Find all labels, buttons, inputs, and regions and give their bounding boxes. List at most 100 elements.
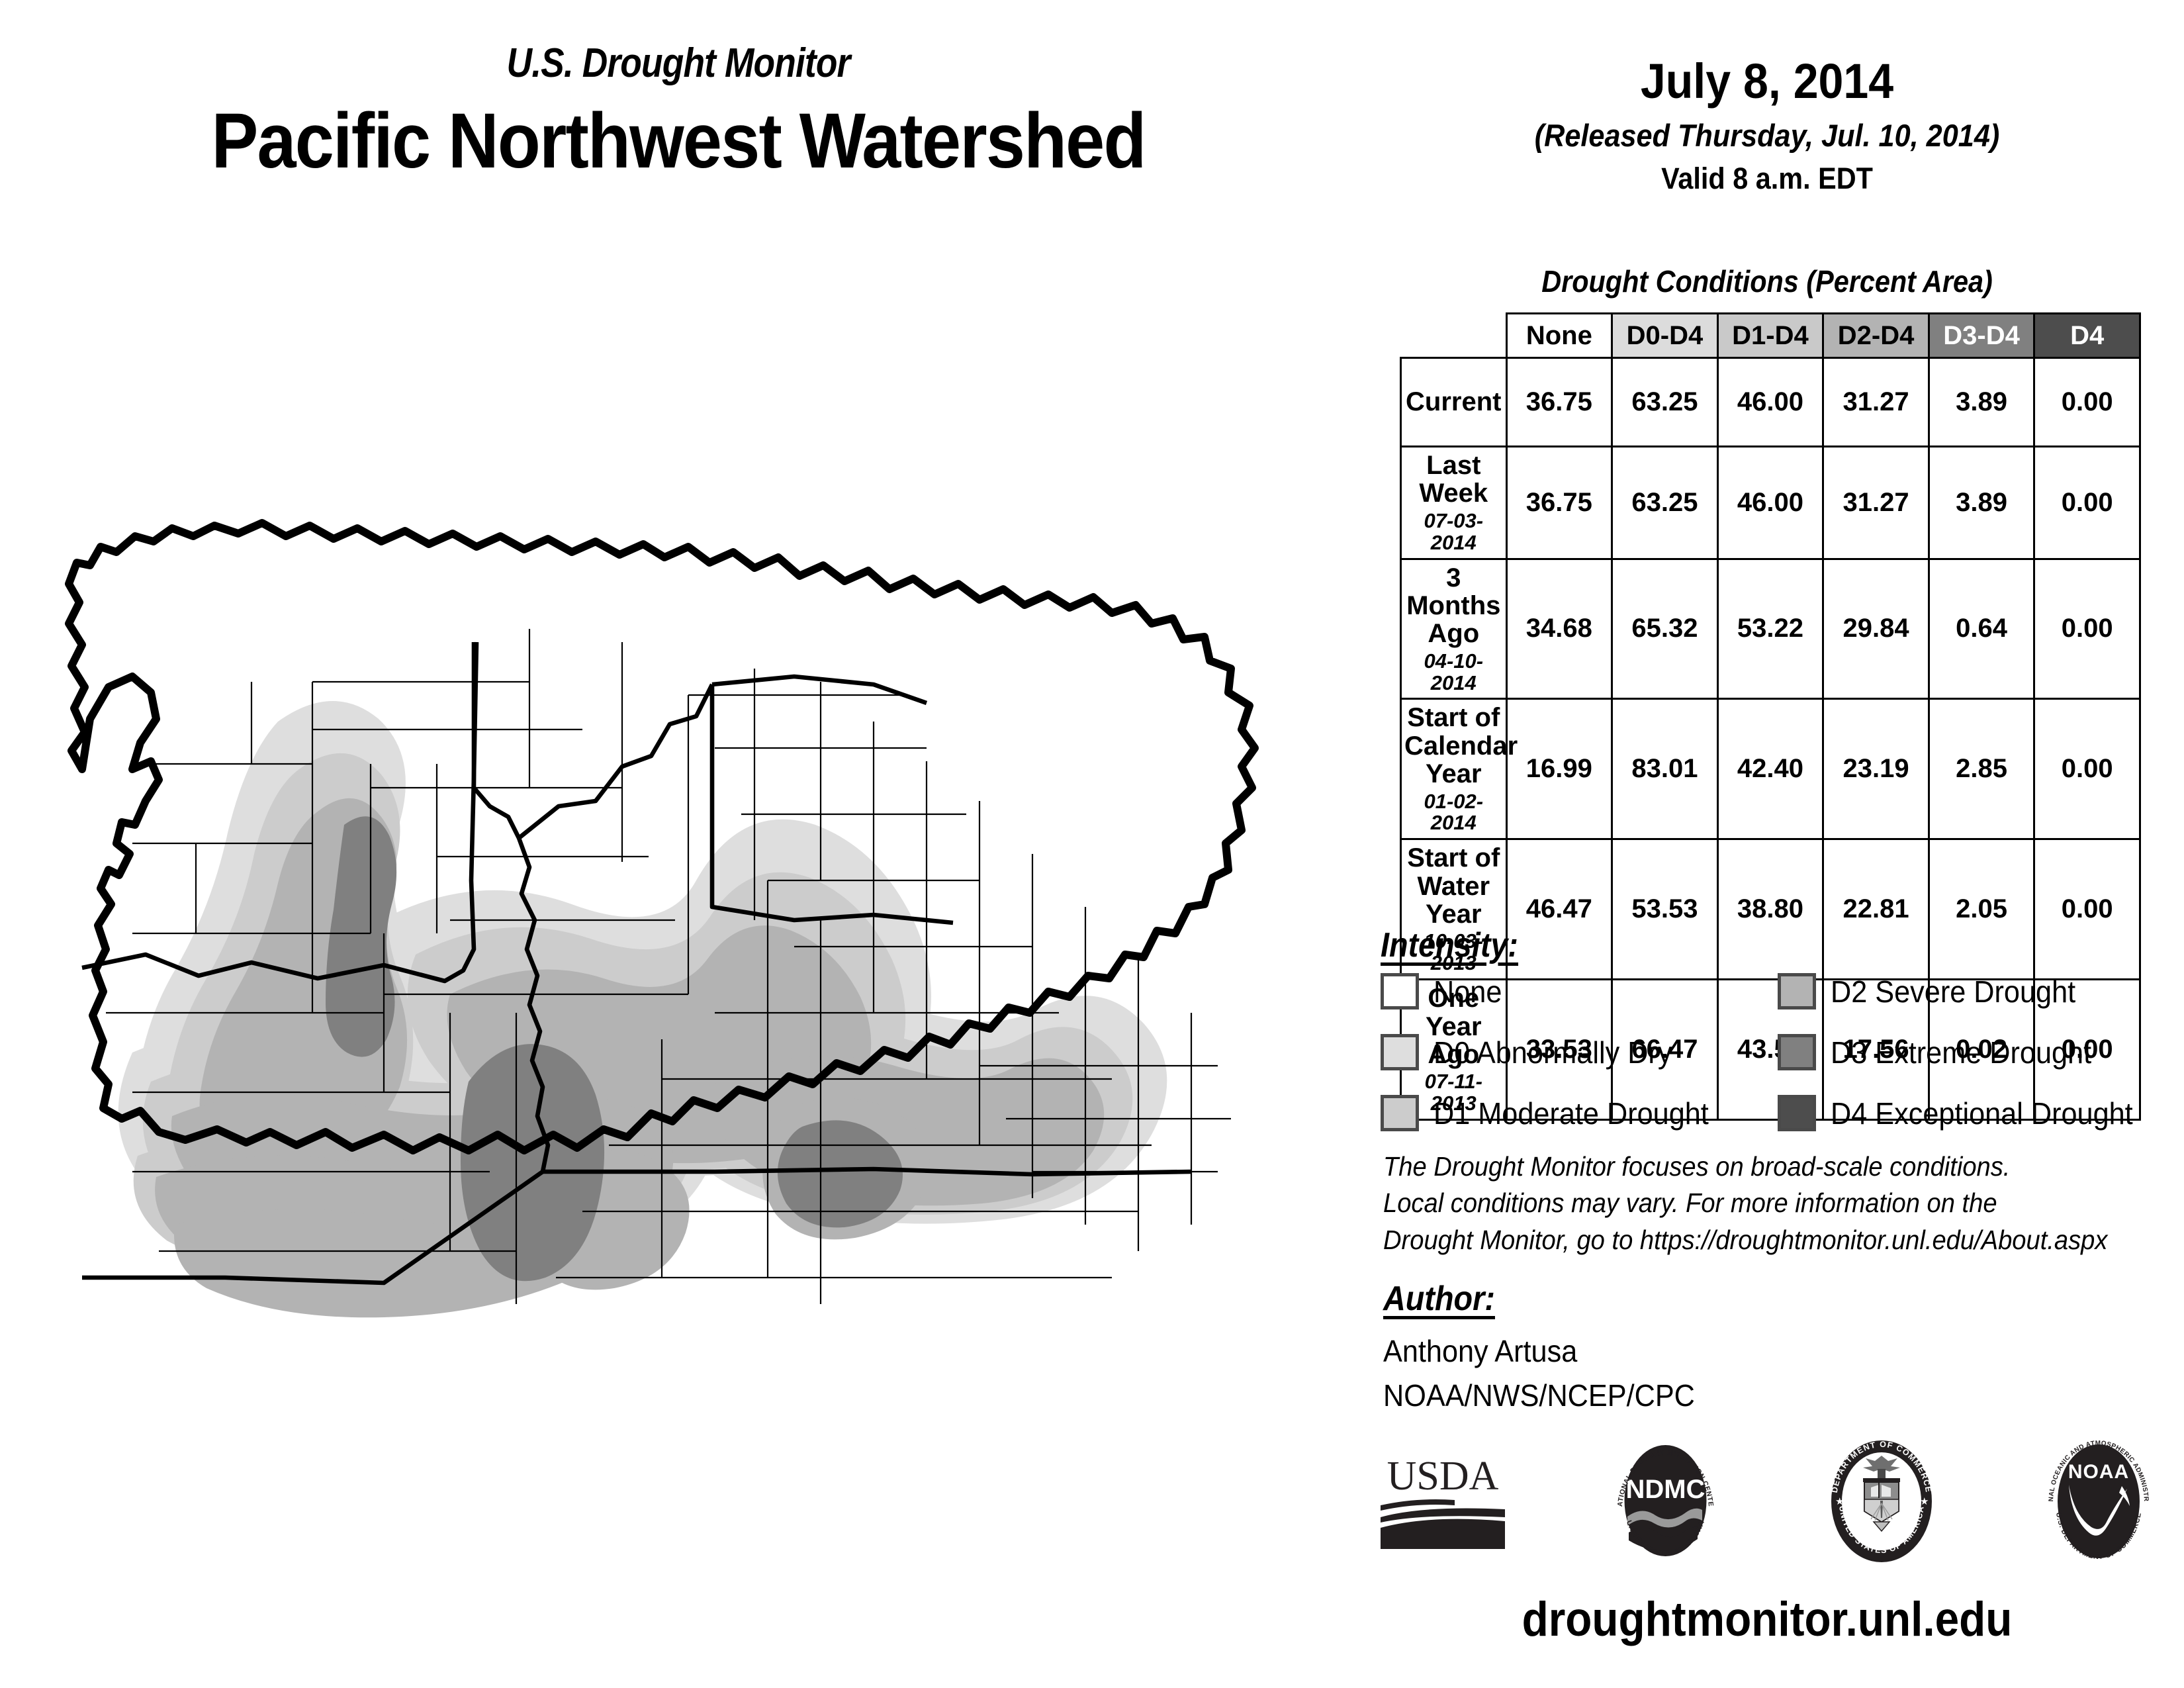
table-column-header-d1-d4: D1-D4 xyxy=(1716,312,1825,359)
table-cell-d0-d4: 63.25 xyxy=(1611,445,1719,560)
legend-label-d0: D0 Abnormally Dry xyxy=(1433,1035,1672,1070)
disclaimer-line-2: Local conditions may vary. For more info… xyxy=(1383,1188,1997,1219)
legend-swatch-d1 xyxy=(1381,1095,1419,1131)
disclaimer-text: The Drought Monitor focuses on broad-sca… xyxy=(1383,1149,2109,1258)
table-row-label: Start of Water Year 10-03-2013 xyxy=(1400,838,1508,981)
footer-url: droughtmonitor.unl.edu xyxy=(1522,1593,2013,1646)
drought-map xyxy=(53,483,1350,1410)
drought-conditions-table: None D0-D4 D1-D4 D2-D4 D3-D4 D4 Current 36.75 6… xyxy=(1400,312,2141,1121)
table-cell-d3-d4: 3.89 xyxy=(1927,357,2036,447)
table-cell-d2-d4: 31.27 xyxy=(1822,357,1930,447)
table-row: Current 36.75 63.25 46.00 31.27 3.89 0.00 xyxy=(1400,357,2141,447)
table-column-header-d3-d4: D3-D4 xyxy=(1927,312,2036,359)
table-cell-d0-d4: 83.01 xyxy=(1611,698,1719,841)
table-cell-none: 33.53 xyxy=(1505,978,1614,1121)
released-date: (Released Thursday, Jul. 10, 2014) xyxy=(1534,118,2000,153)
usda-logo: USDA xyxy=(1377,1448,1509,1558)
ndmc-logo: NDMC NATIONAL DROUGHT MITIGATION CENTER … xyxy=(1605,1434,1723,1566)
disclaimer-line-1: The Drought Monitor focuses on broad-sca… xyxy=(1383,1151,2011,1182)
legend-label-d4: D4 Exceptional Drought xyxy=(1831,1096,2133,1131)
table-cell-d1-d4: 53.22 xyxy=(1716,557,1825,700)
row-label-date: 01-02-2014 xyxy=(1424,789,1484,835)
table-cell-d4: 0.00 xyxy=(2033,357,2141,447)
legend-swatch-d3 xyxy=(1778,1034,1816,1070)
logo-row: USDA NDMC NATIONAL DROUGHT MITIGATION CE… xyxy=(1377,1433,2158,1568)
table-row: Start of Water Year 10-03-2013 46.47 53.53 38… xyxy=(1400,838,2141,981)
supertitle: U.S. Drought Monitor xyxy=(506,40,851,86)
legend-label-d1: D1 Moderate Drought xyxy=(1433,1096,1709,1131)
drought-intensity-layers xyxy=(118,700,1167,1318)
table-cell-d2-d4: 31.27 xyxy=(1822,445,1930,560)
svg-text:NOAA: NOAA xyxy=(2068,1461,2129,1483)
legend-item-d2: D2 Severe Drought xyxy=(1778,973,2142,1009)
row-label-text: 3 Months Ago xyxy=(1406,563,1501,649)
table-cell-d2-d4: 17.56 xyxy=(1822,978,1930,1121)
table-row-label: Current xyxy=(1400,357,1508,447)
table-cell-d2-d4: 22.81 xyxy=(1822,838,1930,981)
table-row-label: 3 Months Ago 04-10-2014 xyxy=(1400,557,1508,700)
table-cell-d3-d4: 0.64 xyxy=(1927,557,2036,700)
row-label-text: Start of Calendar Year xyxy=(1404,703,1518,789)
table-cell-d0-d4: 53.53 xyxy=(1611,838,1719,981)
table-corner-cell xyxy=(1401,314,1507,358)
table-cell-d4: 0.00 xyxy=(2033,838,2141,981)
legend-item-d0: D0 Abnormally Dry xyxy=(1381,1034,1778,1070)
watershed-boundary xyxy=(65,519,1259,1154)
author-heading: Author: xyxy=(1383,1280,1495,1318)
intensity-heading: Intensity: xyxy=(1381,926,1519,964)
legend-label-none: None xyxy=(1433,974,1502,1009)
table-row-label: Start of Calendar Year 01-02-2014 xyxy=(1400,698,1518,841)
table-column-header-d4: D4 xyxy=(2033,312,2141,359)
legend-swatch-d4 xyxy=(1778,1095,1816,1131)
table-cell-none: 34.68 xyxy=(1505,557,1614,700)
table-cell-none: 16.99 xyxy=(1505,698,1614,841)
table-cell-d0-d4: 63.25 xyxy=(1611,357,1719,447)
svg-text:★: ★ xyxy=(1920,1496,1929,1507)
row-label-text: Current xyxy=(1406,387,1502,417)
map-svg xyxy=(53,483,1350,1410)
row-label-text: One Year Ago xyxy=(1426,984,1482,1069)
legend-item-d4: D4 Exceptional Drought xyxy=(1778,1095,2142,1131)
svg-text:★: ★ xyxy=(1835,1496,1844,1507)
state-boundaries xyxy=(81,641,1192,1286)
valid-time: Valid 8 a.m. EDT xyxy=(1661,162,1873,195)
table-cell-none: 46.47 xyxy=(1505,838,1614,981)
disclaimer-line-3: Drought Monitor, go to https://droughtmo… xyxy=(1383,1224,2108,1255)
legend-item-d3: D3 Extreme Drought xyxy=(1778,1034,2142,1070)
legend-label-d3: D3 Extreme Drought xyxy=(1831,1035,2092,1070)
date-block: July 8, 2014 (Released Thursday, Jul. 10… xyxy=(1377,53,2158,196)
author-block: Anthony Artusa NOAA/NWS/NCEP/CPC xyxy=(1383,1329,1695,1417)
legend-item-none: None xyxy=(1381,973,1778,1009)
row-label-date: 04-10-2014 xyxy=(1424,649,1484,694)
table-header-row: None D0-D4 D1-D4 D2-D4 D3-D4 D4 xyxy=(1401,312,2141,359)
legend-swatch-d0 xyxy=(1381,1034,1419,1070)
table-column-header-none: None xyxy=(1505,312,1614,359)
table-column-header-d2-d4: D2-D4 xyxy=(1822,312,1930,359)
svg-text:NDMC: NDMC xyxy=(1626,1475,1706,1504)
author-name: Anthony Artusa xyxy=(1383,1334,1578,1368)
noaa-logo: NOAA NATIONAL OCEANIC AND ATMOSPHERIC AD… xyxy=(2037,1433,2158,1568)
author-affiliation: NOAA/NWS/NCEP/CPC xyxy=(1383,1378,1695,1413)
table-cell-d1-d4: 46.00 xyxy=(1716,445,1825,560)
table-cell-none: 36.75 xyxy=(1505,357,1614,447)
table-row: Last Week 07-03-2014 36.75 63.25 46.00 31.27 3… xyxy=(1400,445,2141,560)
table-cell-d3-d4: 0.02 xyxy=(1927,978,2036,1121)
table-row-label: Last Week 07-03-2014 xyxy=(1400,445,1508,560)
table-row: One Year Ago 07-11-2013 33.53 66.47 43.50 17.… xyxy=(1400,978,2141,1121)
table-cell-d1-d4: 46.00 xyxy=(1716,357,1825,447)
table-row: 3 Months Ago 04-10-2014 34.68 65.32 53.22 29.… xyxy=(1400,557,2141,700)
legend-item-d1: D1 Moderate Drought xyxy=(1381,1095,1778,1131)
valid-date: July 8, 2014 xyxy=(1640,54,1894,109)
d3-extreme-drought-layer xyxy=(326,816,903,1282)
table-cell-none: 36.75 xyxy=(1505,445,1614,560)
row-label-date: 07-11-2013 xyxy=(1424,1070,1482,1115)
table-row: Start of Calendar Year 01-02-2014 16.99 83.0… xyxy=(1400,698,2141,841)
table-caption: Drought Conditions (Percent Area) xyxy=(1541,264,1993,299)
row-label-text: Start of Water Year xyxy=(1407,843,1500,929)
table-cell-d4: 0.00 xyxy=(2033,557,2141,700)
row-label-date: 10-03-2013 xyxy=(1424,929,1484,975)
table-cell-d3-d4: 2.85 xyxy=(1927,698,2036,841)
table-cell-d2-d4: 29.84 xyxy=(1822,557,1930,700)
legend-swatch-d2 xyxy=(1778,973,1816,1009)
table-column-header-d0-d4: D0-D4 xyxy=(1611,312,1719,359)
